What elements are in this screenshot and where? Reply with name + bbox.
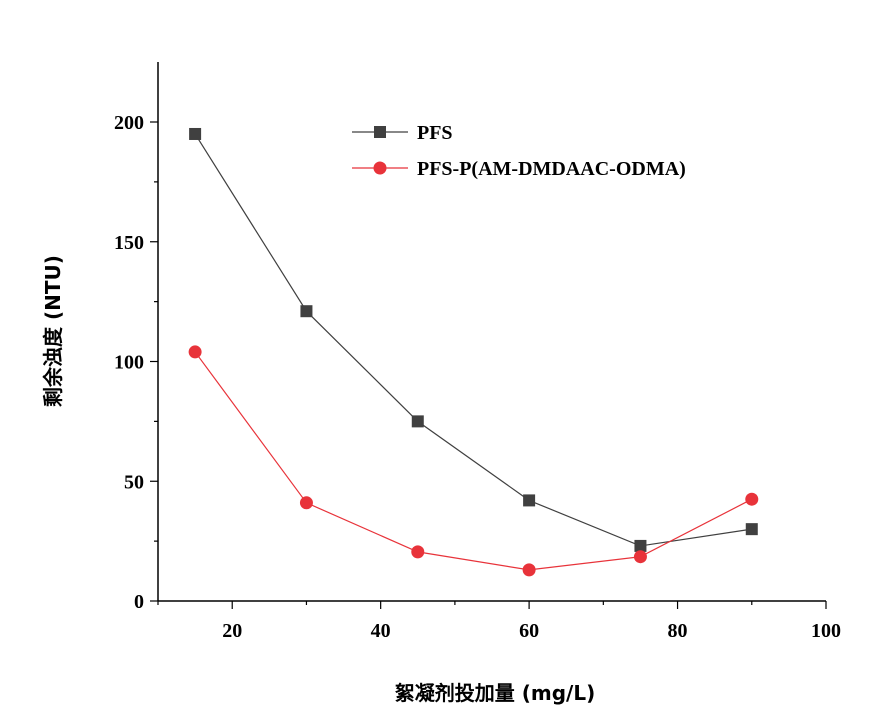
legend-label: PFS-P(AM-DMDAAC-ODMA)	[417, 158, 686, 180]
data-point-pfs-p	[633, 550, 647, 564]
x-tick-label: 20	[222, 620, 242, 642]
legend-marker	[373, 161, 387, 175]
legend-label: PFS	[417, 122, 453, 144]
x-axis-title: 絮凝剂投加量 (mg/L)	[395, 681, 595, 705]
series-pfs	[189, 127, 758, 552]
y-tick-label: 50	[124, 471, 144, 493]
x-tick-label: 100	[811, 620, 841, 642]
data-point-pfs-p	[745, 492, 759, 506]
x-tick-label: 40	[371, 620, 391, 642]
data-point-pfs	[189, 127, 202, 140]
y-tick-label: 100	[114, 352, 144, 374]
data-point-pfs-p	[411, 545, 425, 559]
legend-item-pfs-p: PFS-P(AM-DMDAAC-ODMA)	[352, 158, 686, 180]
data-point-pfs-p	[299, 496, 313, 510]
data-point-pfs	[300, 305, 313, 318]
data-point-pfs	[523, 494, 536, 507]
y-tick-label: 150	[114, 232, 144, 254]
data-point-pfs	[745, 523, 758, 536]
legend-item-pfs: PFS	[352, 122, 453, 144]
x-ticks: 20 40 60 80 100	[157, 601, 841, 642]
series-layer	[188, 127, 759, 577]
series-line-pfs	[194, 133, 752, 547]
y-tick-label: 0	[134, 591, 144, 613]
legend-marker	[374, 126, 386, 138]
x-tick-label: 80	[668, 620, 688, 642]
y-tick-label: 200	[114, 112, 144, 134]
x-tick-label: 60	[519, 620, 539, 642]
data-point-pfs	[634, 539, 647, 552]
data-point-pfs-p	[188, 345, 202, 359]
y-ticks: 0 50 100 150 200	[114, 112, 158, 613]
data-point-pfs-p	[522, 563, 536, 577]
legend: PFS PFS-P(AM-DMDAAC-ODMA)	[352, 122, 686, 180]
y-axis-title: 剩余浊度 (NTU)	[41, 255, 65, 407]
series-line-pfs-p	[194, 351, 753, 571]
series-pfs-p	[188, 345, 759, 577]
axes	[157, 62, 826, 602]
data-point-pfs	[411, 415, 424, 428]
